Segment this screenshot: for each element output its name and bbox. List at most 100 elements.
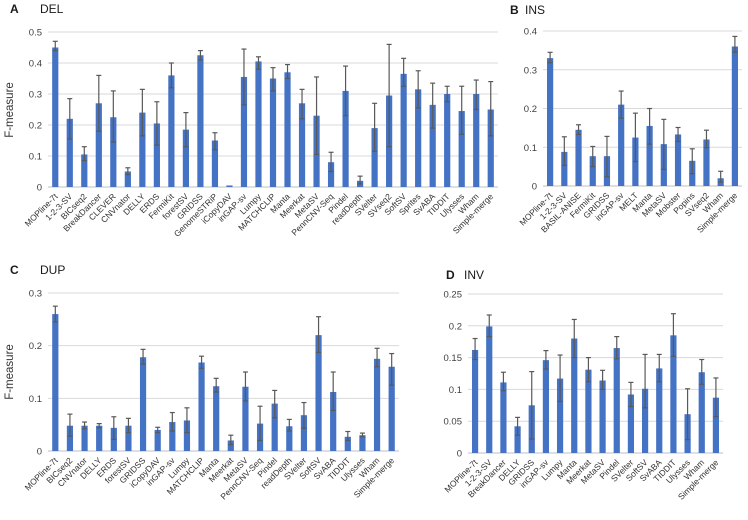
bar-TIDDIT [444,94,451,187]
y-tick-label: 0.1 [524,143,537,154]
bar-Mobster [674,134,682,186]
bar-MetaSV [242,386,249,451]
bar-DELLY [514,426,521,453]
bar-DELLY [96,425,103,451]
panel-ins: B INS 0 0.1 0.2 0.3 0.4 MOPline-7t 1-2-3-SV BAS… [505,0,748,260]
y-tick-label: 0 [37,183,42,194]
bar-Simple-merge [712,397,720,453]
bar-inGAP-sv [542,360,550,453]
bar-Manta [284,72,291,187]
bar-Meerkat [298,103,306,187]
y-tick-label: 0.1 [449,385,462,396]
bar-Pindel [271,403,278,451]
bar-MATCHCLIP [198,362,205,451]
y-tick-label: 0.2 [29,341,42,352]
bar-Ulysses [458,111,465,187]
bar-forestSV [125,425,132,451]
bar-Lumpy [255,61,262,188]
bar-Wham [698,372,705,453]
bar-Ulysses [359,435,366,451]
y-tick-label: 0.3 [29,289,42,300]
bar-readDepth [286,426,293,451]
bar-SVelter [300,415,308,451]
y-tick-label: 0.1 [29,394,42,405]
y-tick-label: 0.2 [29,121,42,132]
bar-CNVnator [81,425,88,451]
bar-Simple-merge [388,366,395,451]
bar-ERDS [153,123,160,187]
y-tick-label: 0.1 [29,152,42,163]
panel-title-dup: DUP [40,263,66,277]
panel-dup: C DUP F-measure 0 0.1 0.2 0.3 MOPline-7t BICs… [0,260,420,520]
y-tick-label: 0.05 [444,417,463,428]
bar-BreakDancer [95,103,102,187]
bar-GRIDSS [139,357,147,451]
bar-inGAP-sv [240,76,248,187]
y-tick-label: 0.2 [524,104,537,115]
bar-BICseq2 [81,154,88,187]
bar-Pindel [613,348,620,453]
bar-SoftSV [641,388,649,453]
y-tick-label: 0 [37,447,42,458]
bar-CNVnator [124,171,131,187]
y-tick-label: 0.3 [524,65,537,76]
bar-inGAP-sv [169,422,176,451]
bar-DELLY [139,112,146,187]
bar-1-2-3-SV [561,151,568,186]
y-tick-label: 0.4 [524,27,537,38]
bar-forestSV [182,129,189,187]
panel-letter-a: A [10,2,19,16]
bar-PennCNV-Seq [327,162,335,187]
bar-iCopyDAV [154,429,161,451]
bar-SVelter [627,394,635,453]
panel-letter-d: D [446,268,455,282]
bar-Manta [571,338,578,453]
bar-SoftSV [400,73,407,187]
bar-Simple-merge [487,109,494,187]
bar-GRIDSS [197,55,204,187]
panel-del: A DEL F-measure 0 0.1 0.2 0.3 0.4 0.5 MOPline-… [0,0,505,260]
bar-TIDDIT [670,335,677,453]
y-tick-label: 0 [532,182,537,193]
bar-Simple-merge [731,46,738,186]
bar-GenomeSTRiP [211,140,219,187]
bar-TIDDIT [344,436,351,451]
bar-Wham [373,358,381,451]
bar-Meerkat [227,440,234,451]
bar-FermiKit [589,156,596,186]
bar-MOPline-7t [52,47,59,187]
del-bar-chart: 00.10.20.30.40.5MOPline-7t1-2-3-SVBICseq… [23,28,498,239]
bar-inGAP-sv [618,104,625,186]
bar-MOPline-7t [471,349,479,453]
inv-bar-chart: 00.050.10.150.20.25MOPline-7t1-2-3-SVBre… [442,290,723,502]
panel-title-del: DEL [40,2,64,16]
y-tick-label: 0.25 [444,290,463,301]
bar-Wham [473,94,480,187]
bar-MATCHCLIP [269,78,277,187]
bar-FermiKit [168,75,175,187]
bar-Lumpy [183,420,191,451]
bar-MetaSV [599,380,606,453]
bar-MOPline-7t [52,314,59,451]
bar-Manta [646,125,653,186]
panel-letter-c: C [10,263,19,277]
bar-SoftSV [315,335,322,451]
bar-SvABA [656,368,663,453]
bar-Manta [213,386,220,451]
bar-SVelter [371,128,378,187]
ins-bar-chart: 00.10.20.30.4MOPline-7t1-2-3-SVBASIL-ANI… [517,27,742,235]
bar-1-2-3-SV [486,326,493,453]
bar-BASIL-ANISE [575,129,582,186]
y-tick-label: 0.3 [29,90,42,101]
bar-Lumpy [556,378,564,453]
bar-1-2-3-SV [66,118,73,187]
y-tick-label: 0.4 [29,59,42,70]
panel-inv: D INV 0 0.05 0.1 0.15 0.2 0.25 MOPline-7t 1-2-3… [420,260,748,520]
bar-SvABA [429,104,436,187]
panel-letter-b: B [510,3,519,17]
bar-Pindel [342,90,349,187]
bar-iCopyDAV [226,185,233,187]
bar-BreakDancer [500,382,507,453]
bar-CLEVER [110,117,117,187]
